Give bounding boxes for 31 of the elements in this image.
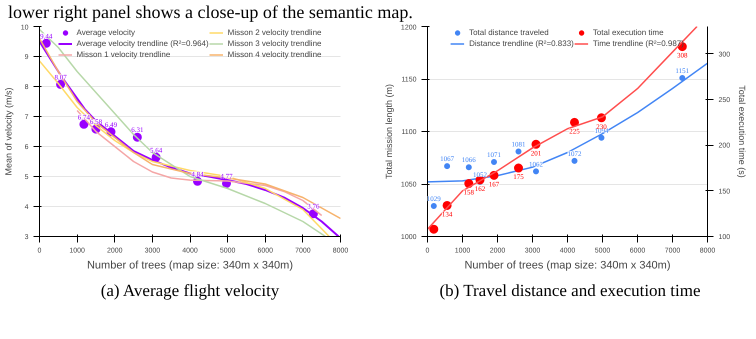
y-axis-title: Mean of velocity (m/s)	[4, 87, 14, 176]
point	[429, 224, 438, 234]
text: lower right panel shows a close-up of the semantic map.	[8, 1, 413, 24]
legend-label: Misson 4 velocity trendline	[228, 50, 322, 59]
point	[533, 168, 539, 174]
line-series	[76, 110, 322, 216]
line-series	[428, 26, 698, 230]
point	[514, 164, 523, 173]
y-axis-title: Total mission length (m)	[384, 84, 394, 180]
legend-label: Average velocity	[76, 28, 136, 37]
x-axis-title: Number of trees (map size: 340m x 340m)	[464, 260, 671, 272]
legend-label: Total distance traveled	[469, 28, 549, 37]
point	[491, 158, 497, 165]
legend-label: Total execution time	[592, 28, 664, 37]
legend-label: Average velocity trendline (R²=0.964)	[76, 39, 209, 48]
point	[444, 163, 450, 170]
point	[598, 134, 604, 141]
point	[516, 148, 522, 154]
point	[79, 120, 88, 129]
legend-label: Misson 2 velocity trendline	[228, 28, 322, 37]
legend-label: Misson 3 velocity trendline	[228, 39, 322, 48]
line-series	[428, 62, 708, 183]
text: (a) Average flight velocity	[100, 280, 280, 302]
x-axis-title: Number of trees (map size: 340m x 340m)	[86, 260, 294, 272]
point	[430, 203, 437, 210]
point	[572, 158, 578, 164]
legend-label: Distance trendline (R²=0.833)	[469, 39, 574, 48]
point	[466, 164, 472, 170]
text: (b) Travel distance and execution time	[439, 280, 701, 302]
legend-label: Misson 1 velocity trendline	[76, 50, 170, 59]
y2-axis-title: Total execution time (s)	[737, 85, 748, 178]
